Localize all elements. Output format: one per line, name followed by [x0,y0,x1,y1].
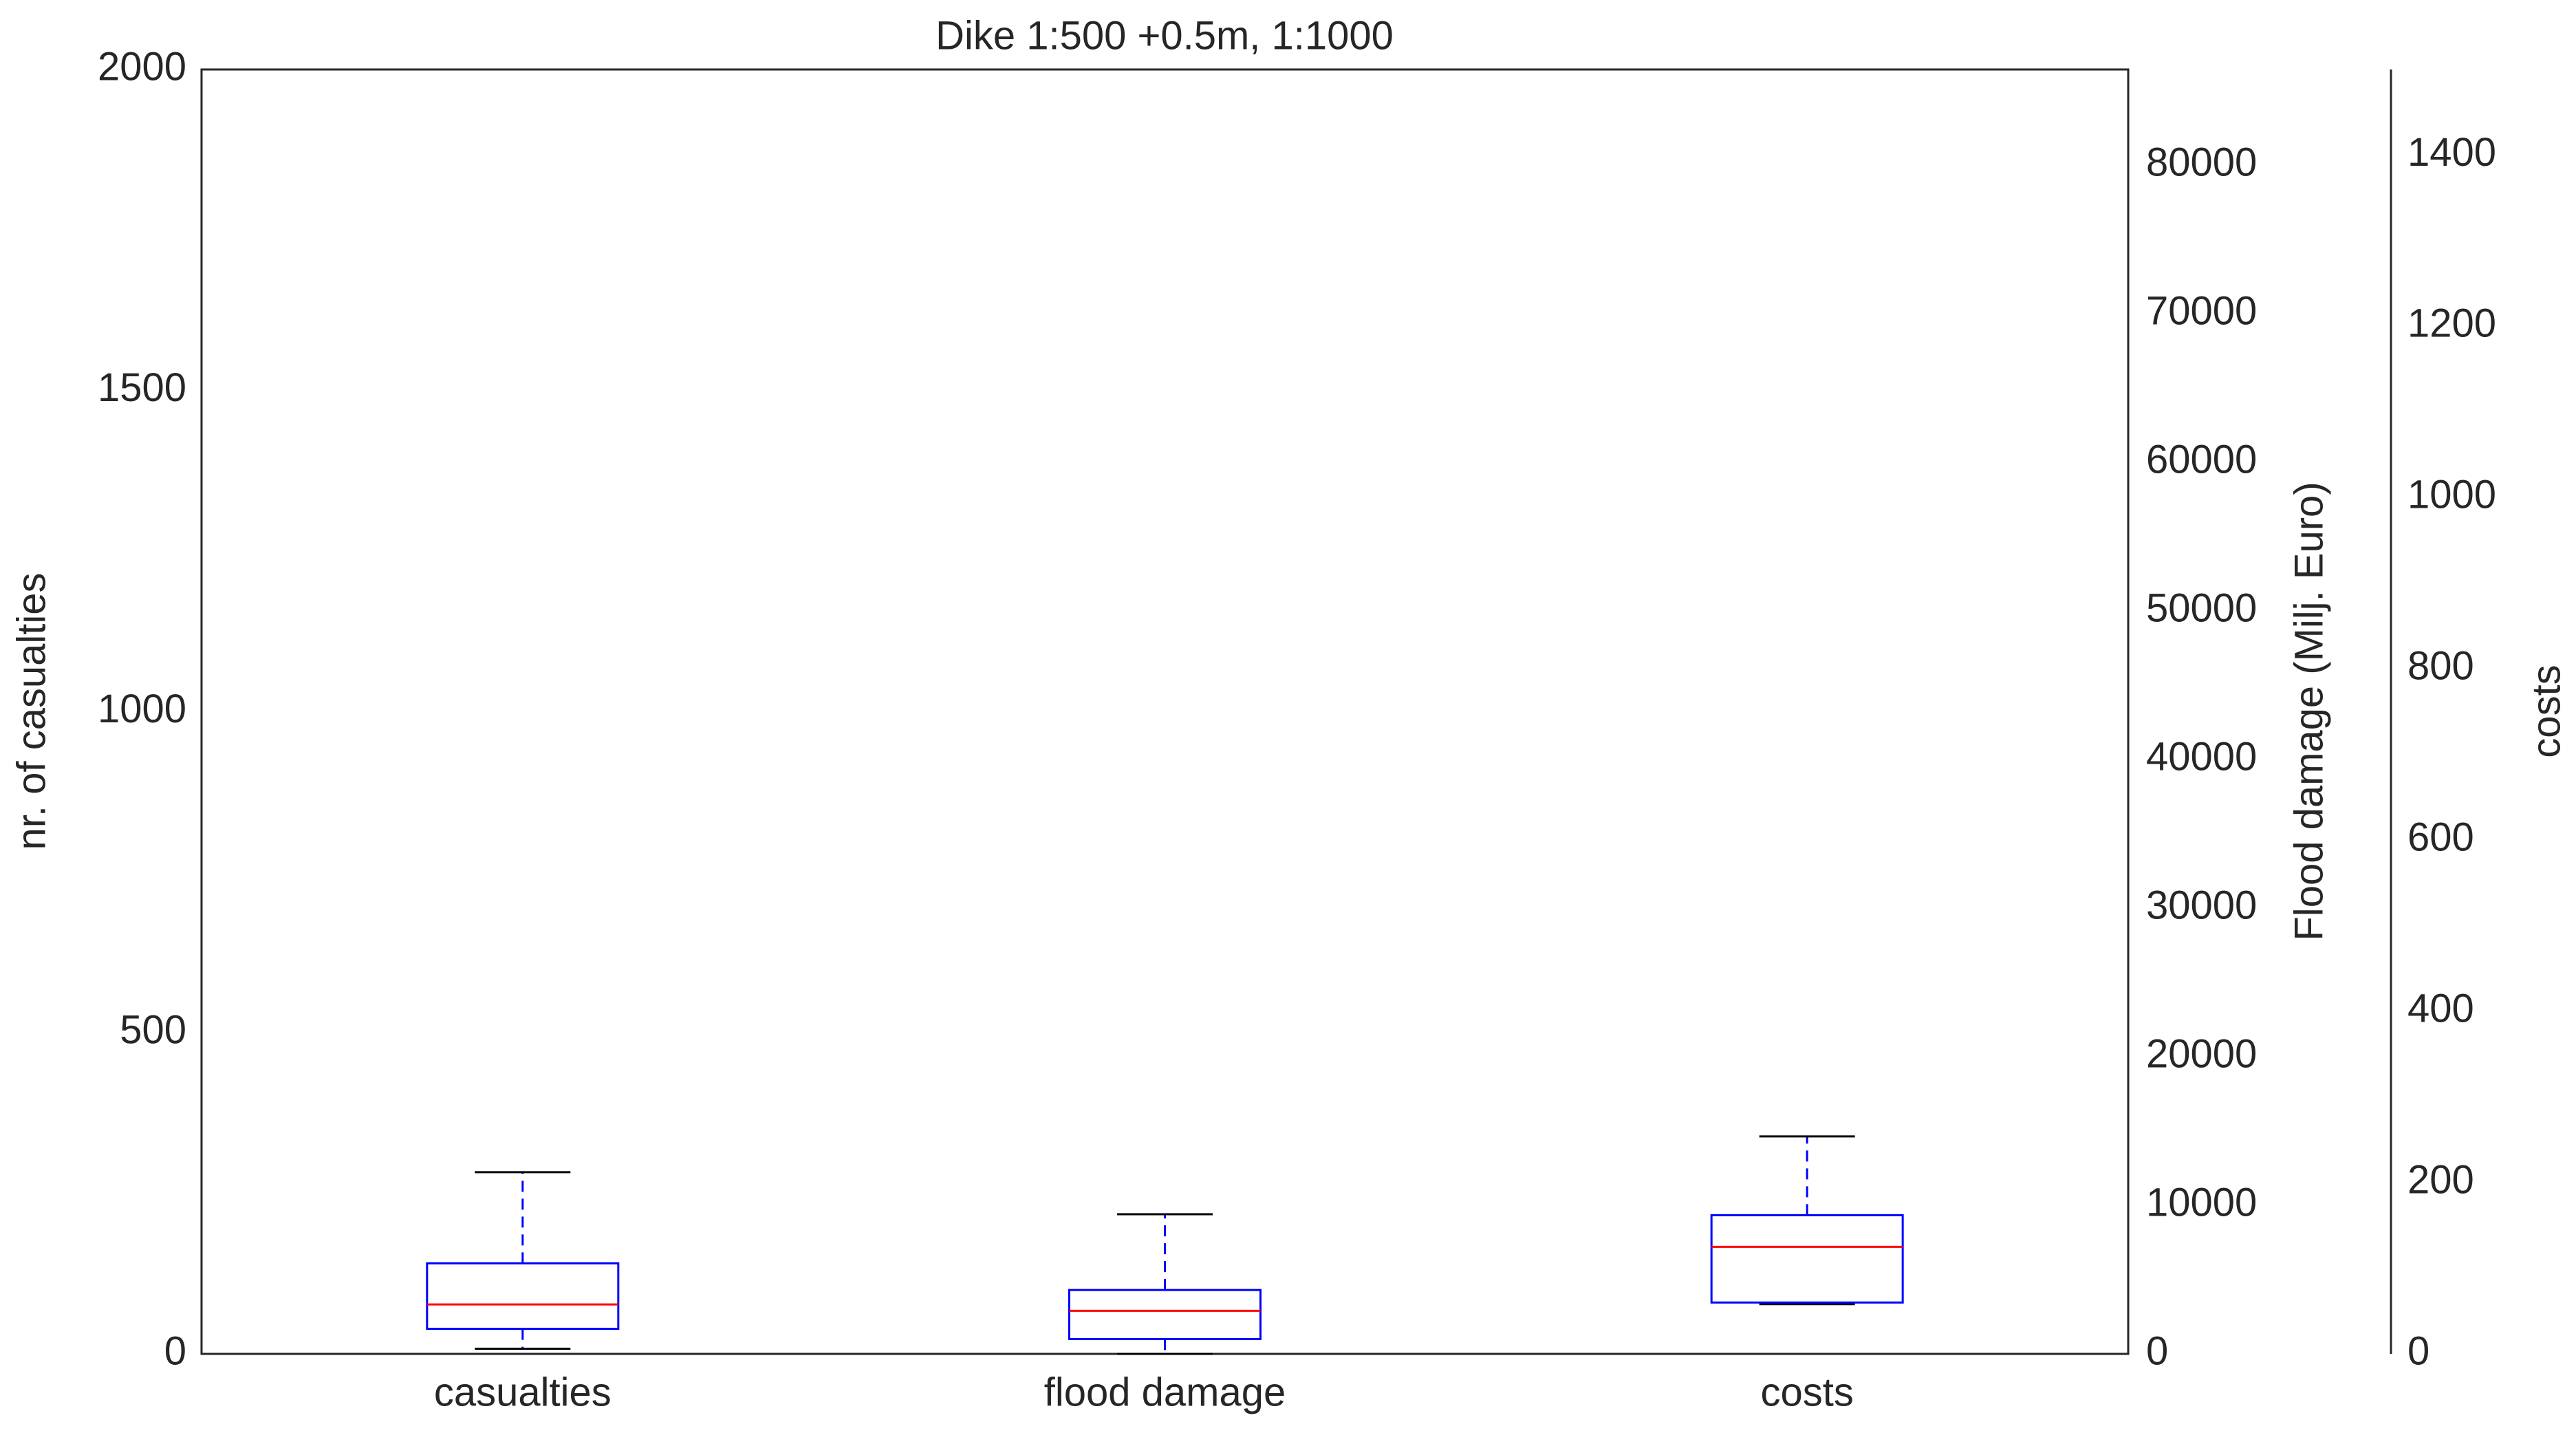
box [426,1262,620,1330]
y-axis-label: nr. of casualties [9,573,54,850]
y3-tick-label: 1000 [2407,473,2496,517]
y2-axis-label: Flood damage (Milj. Euro) [2286,482,2331,940]
x-tick-label: costs [1760,1370,1853,1414]
y3-tick-label: 200 [2407,1157,2474,1202]
y2-tick-label: 70000 [2146,288,2257,333]
chart-title: Dike 1:500 +0.5m, 1:1000 [935,13,1394,58]
y3-tick-label: 400 [2407,986,2474,1031]
box [1068,1289,1262,1340]
y-tick-label: 500 [120,1008,186,1053]
y3-tick-label: 1400 [2407,130,2496,175]
y-tick-label: 1000 [98,687,186,731]
plot-frame [200,68,2130,1355]
y2-tick-label: 60000 [2146,437,2257,482]
y3-tick-label: 800 [2407,644,2474,689]
y3-axis-label: costs [2524,665,2568,757]
y2-tick-label: 0 [2146,1328,2168,1373]
x-tick-label: flood damage [1044,1370,1286,1414]
y-tick-label: 1500 [98,365,186,410]
y-tick-label: 0 [164,1328,186,1373]
y2-tick-label: 30000 [2146,883,2257,927]
y3-tick-label: 600 [2407,815,2474,860]
y2-tick-label: 10000 [2146,1180,2257,1225]
y3-tick-label: 0 [2407,1328,2429,1373]
x-tick-label: casualties [434,1370,611,1414]
y-tick-label: 2000 [98,44,186,89]
y2-tick-label: 20000 [2146,1031,2257,1076]
y2-tick-label: 50000 [2146,585,2257,630]
y2-tick-label: 80000 [2146,140,2257,185]
box [1710,1214,1904,1304]
y2-tick-label: 40000 [2146,734,2257,779]
y3-tick-label: 1200 [2407,301,2496,346]
